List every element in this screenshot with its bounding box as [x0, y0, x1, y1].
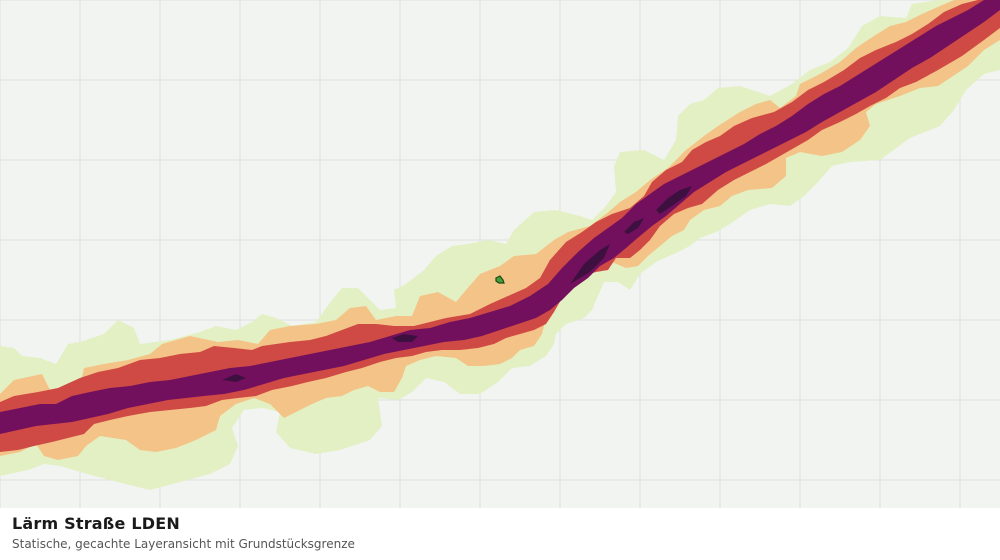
noise-zone-highest: [570, 244, 610, 284]
noise-zone-highest: [222, 374, 246, 382]
map-view[interactable]: [0, 0, 1000, 508]
layer-caption-panel: Lärm Straße LDEN Statische, gecachte Lay…: [0, 508, 1000, 560]
noise-zone-low: [0, 0, 1000, 460]
noise-zone-highest: [656, 186, 692, 214]
layer-subtitle: Statische, gecachte Layeransicht mit Gru…: [12, 537, 355, 551]
noise-zone-high: [0, 0, 1000, 434]
noise-zone-highest: [392, 334, 418, 342]
noise-zone-highest: [624, 218, 644, 234]
noise-map: [0, 0, 1000, 508]
parcel-boundary[interactable]: [495, 275, 505, 284]
map-grid: [0, 0, 1000, 508]
layer-title: Lärm Straße LDEN: [12, 514, 180, 533]
